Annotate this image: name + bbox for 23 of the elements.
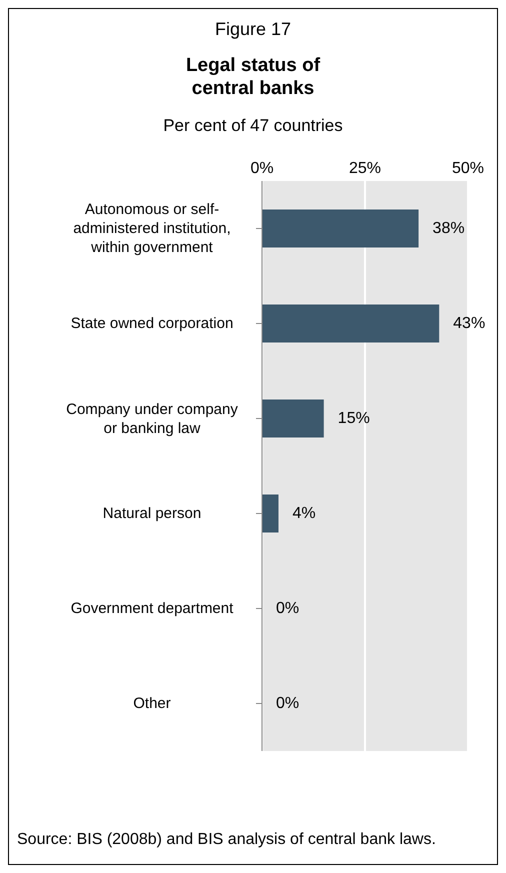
y-tick-label: Other	[132, 694, 172, 714]
bar	[262, 210, 419, 248]
y-tick-label: Natural person	[102, 504, 202, 524]
y-tick-label: State owned corporation	[70, 314, 234, 334]
bar	[262, 494, 278, 532]
x-tick-label: 0%	[250, 160, 274, 177]
source-note: Source: BIS (2008b) and BIS analysis of central bank laws.	[17, 830, 437, 850]
data-label: 0%	[276, 695, 300, 712]
data-label: 15%	[338, 410, 370, 427]
y-tick-label: Government department	[70, 599, 234, 619]
x-tick-label: 25%	[348, 160, 382, 177]
chart-title: Legal status of central banks	[184, 54, 322, 100]
bar	[262, 400, 324, 438]
data-label: 4%	[292, 505, 316, 522]
chart-subtitle: Per cent of 47 countries	[162, 116, 344, 136]
data-label: 38%	[432, 220, 465, 237]
y-tick-label: Autonomous or self-administered institution, within government	[72, 200, 232, 258]
data-label: 43%	[453, 315, 486, 332]
data-label: 0%	[276, 600, 300, 617]
caption: Figure 17	[214, 19, 292, 40]
y-tick-label: Company under company or banking law	[65, 400, 239, 438]
x-tick-label: 50%	[452, 160, 484, 177]
bar	[262, 304, 440, 342]
